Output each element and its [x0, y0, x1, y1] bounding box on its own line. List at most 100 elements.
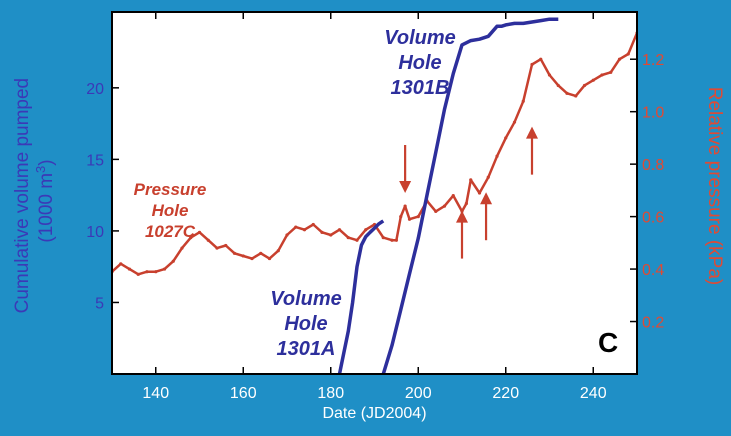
pressure-point: [346, 235, 350, 240]
pressure-point: [434, 209, 438, 213]
arrow-head: [399, 181, 412, 193]
right-tick-label: 0.4: [642, 262, 664, 279]
pressure-point: [241, 254, 245, 258]
pressure-point: [294, 225, 298, 229]
left-axis-title-superscript: 3: [33, 166, 48, 173]
pressure-point: [381, 235, 385, 240]
pressure-point: [224, 243, 228, 248]
pressure-point: [302, 228, 307, 232]
pressure-point: [136, 272, 140, 276]
x-tick-label: 140: [142, 385, 169, 402]
pressure-point: [626, 52, 630, 56]
x-tick-label: 160: [230, 385, 257, 402]
annotation-line: Pressure: [134, 180, 207, 199]
pressure-point: [399, 215, 403, 219]
left-tick-label: 15: [86, 152, 104, 169]
pressure-point: [355, 238, 359, 242]
right-axis-title: Relative pressure (kPa): [704, 87, 725, 286]
annotation-layer: Pressure Hole 1027C Volume Hole 1301A Volume Ho…: [134, 27, 456, 360]
pressure-point: [337, 228, 342, 232]
x-tick-label: 240: [580, 385, 607, 402]
pressure-point: [320, 230, 324, 234]
annotation-line: 1027C: [145, 222, 196, 241]
pressure-point: [162, 267, 167, 271]
annotation-line: Volume: [384, 27, 456, 49]
pressure-point: [364, 228, 368, 232]
plot-area: [112, 12, 637, 374]
pressure-point: [530, 62, 534, 67]
pressure-point: [556, 83, 560, 88]
annotation-line: Hole: [284, 313, 327, 335]
left-axis-title-line2: (1000 m: [36, 173, 57, 243]
right-tick-label: 0.2: [642, 315, 664, 332]
pressure-point: [250, 256, 254, 261]
pressure-point: [416, 215, 420, 219]
pressure-point: [232, 251, 237, 255]
pressure-point: [154, 270, 158, 274]
pressure-point: [521, 99, 525, 103]
pressure-point: [451, 194, 455, 198]
pressure-point: [206, 238, 210, 242]
annotation-line: Hole: [398, 52, 441, 74]
pressure-point: [477, 191, 482, 195]
pressure-point: [329, 233, 333, 237]
annotation-line: Volume: [270, 288, 342, 310]
series-line-1: [337, 219, 385, 374]
pressure-point: [403, 204, 407, 208]
x-tick-label: 180: [317, 385, 344, 402]
pressure-point: [407, 217, 412, 221]
pressure-point: [311, 222, 315, 227]
pressure-point: [464, 201, 468, 206]
right-tick-label: 1.0: [642, 105, 664, 122]
x-tick-label: 200: [405, 385, 432, 402]
pressure-point: [609, 70, 613, 74]
pressure-point: [267, 256, 272, 261]
series-annotation: Pressure Hole 1027C: [134, 180, 207, 241]
pressure-point: [600, 73, 604, 77]
arrow-head: [456, 210, 468, 223]
left-tick-label: 10: [86, 224, 104, 241]
pressure-point: [180, 246, 184, 250]
pressure-point: [617, 57, 622, 61]
pressure-point: [171, 259, 175, 263]
right-tick-label: 0.6: [642, 210, 664, 227]
pressure-point: [215, 246, 219, 250]
series-annotation: Volume Hole 1301B: [384, 27, 456, 99]
pressure-point: [145, 270, 149, 274]
pressure-point: [486, 175, 490, 179]
pressure-point: [591, 78, 595, 82]
arrow-layer: [399, 126, 538, 259]
pressure-point: [574, 94, 578, 98]
annotation-line: 1301A: [277, 338, 336, 360]
series-line-0: [112, 32, 637, 276]
pressure-point: [394, 238, 398, 242]
pressure-point: [390, 238, 394, 242]
pressure-point: [582, 83, 587, 88]
plot-frame: [111, 11, 638, 375]
tick-layer: 140 160 180 200 220 240 5 10 15 20 0.2 0.4 0.6 0.8 1.0…: [86, 12, 664, 402]
left-tick-label: 5: [95, 295, 104, 312]
x-tick-label: 220: [492, 385, 519, 402]
left-axis-title: Cumulative volume pumped (1000 m3): [12, 73, 57, 314]
pressure-point: [469, 178, 473, 182]
pressure-point: [547, 73, 552, 77]
pressure-point: [197, 230, 202, 234]
series-line-2: [381, 17, 559, 374]
left-axis-title-close: ): [36, 159, 57, 165]
arrow-head: [480, 192, 493, 205]
left-tick-label: 20: [86, 81, 104, 98]
pressure-point: [504, 136, 508, 140]
series-annotation: Volume Hole 1301A: [270, 288, 342, 360]
annotation-line: 1301B: [391, 77, 450, 99]
pressure-point: [495, 154, 499, 158]
annotation-line: Hole: [152, 201, 189, 220]
arrow-head: [526, 126, 538, 139]
left-axis-title-line1: Cumulative volume pumped: [12, 78, 33, 314]
pressure-point: [259, 251, 263, 255]
right-tick-label: 0.8: [642, 157, 664, 174]
panel-label: C: [598, 327, 618, 358]
pressure-point: [127, 267, 132, 271]
x-axis-title: Date (JD2004): [322, 405, 426, 422]
